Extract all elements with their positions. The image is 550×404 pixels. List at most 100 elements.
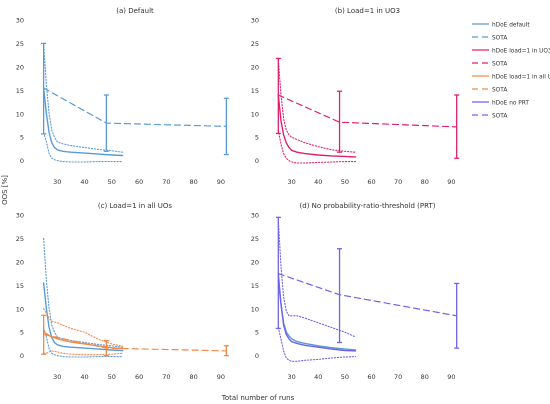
series-line-default-mean [42,282,124,352]
legend-entry: hDoE load=1 in all UOs [472,74,550,80]
y-tick-label: 30 [251,17,259,25]
y-tick-label: 20 [16,258,24,266]
y-tick-label: 30 [16,17,24,25]
y-tick-label: 20 [16,63,24,71]
legend-label: SOTA [492,35,507,41]
x-tick-label: 90 [217,178,225,186]
chart-panel-3: (d) No probability-ratio-threshold (PRT)… [251,202,460,381]
error-bar [337,248,343,344]
x-tick-label: 40 [314,178,322,186]
legend-label: hDoE no PRT [492,100,529,106]
y-tick-label: 25 [16,235,24,243]
error-bar [275,57,281,135]
legend-label: hDoE load=1 in UO3 [492,48,550,54]
x-tick-label: 60 [135,178,143,186]
x-tick-label: 90 [447,178,455,186]
x-tick-label: 70 [394,373,402,381]
x-axis-label: Total number of runs [221,394,295,402]
legend-entry: hDoE default [472,22,530,28]
series-line-hdoe-lower [43,131,124,163]
x-tick-label: 70 [394,178,402,186]
error-bar [454,94,460,159]
x-tick-label: 50 [108,373,116,381]
y-tick-label: 5 [255,134,259,142]
x-tick-label: 30 [287,373,295,381]
y-tick-label: 15 [251,87,259,95]
series-line-sota [277,94,458,128]
y-tick-label: 5 [20,329,24,337]
y-tick-label: 0 [255,352,259,360]
x-tick-label: 30 [53,178,61,186]
error-bar [337,90,343,153]
x-tick-label: 60 [367,373,375,381]
y-tick-label: 15 [16,87,24,95]
panel-title: (b) Load=1 in UO3 [335,7,400,15]
y-tick-label: 25 [251,40,259,48]
series-line-hdoe-lower [43,350,124,356]
legend-entry: SOTA [472,35,507,41]
y-tick-label: 20 [251,258,259,266]
series-line-hdoe-mean [277,272,357,352]
x-tick-label: 40 [80,373,88,381]
x-tick-label: 40 [314,373,322,381]
series-line-hdoe-upper [277,219,357,338]
error-bar [103,339,109,357]
legend-label: hDoE default [492,22,530,28]
x-tick-label: 40 [80,178,88,186]
y-tick-label: 5 [255,329,259,337]
series-line-hdoe-upper [277,59,357,153]
legend-label: SOTA [492,113,507,119]
x-tick-label: 70 [162,373,170,381]
error-bar [275,216,281,330]
x-tick-label: 60 [135,373,143,381]
x-tick-label: 70 [162,178,170,186]
x-tick-label: 50 [341,373,349,381]
x-tick-label: 80 [421,373,429,381]
x-tick-label: 80 [421,178,429,186]
y-tick-label: 15 [251,282,259,290]
series-line-hdoe-mean [42,87,124,157]
panel-title: (a) Default [116,7,154,15]
legend-entry: hDoE load=1 in UO3 [472,48,550,54]
series-line-default-upper [43,237,124,348]
error-bar [223,345,229,357]
series-line-hdoe-mean [277,94,357,158]
legend-entry: SOTA [472,87,507,93]
y-tick-label: 10 [251,110,259,118]
y-tick-label: 10 [16,305,24,313]
legend-label: SOTA [492,87,507,93]
y-axis-label: OOS [%] [1,175,9,205]
x-tick-label: 30 [53,373,61,381]
series-line-hdoe-mean [42,331,124,350]
chart-panel-0: (a) Default 0 5 10 15 20 25 30 30 40 50 60 70 80 90 [16,7,229,186]
series-line-hdoe-upper [43,42,124,153]
legend-label: hDoE load=1 in all UOs [492,74,550,80]
x-tick-label: 90 [447,373,455,381]
x-tick-label: 60 [367,178,375,186]
y-tick-label: 10 [16,110,24,118]
x-tick-label: 50 [108,178,116,186]
y-tick-label: 0 [20,157,24,165]
x-tick-label: 30 [287,178,295,186]
legend-label: SOTA [492,61,507,67]
y-tick-label: 0 [255,157,259,165]
x-tick-label: 80 [189,178,197,186]
y-tick-label: 5 [20,134,24,142]
y-tick-label: 20 [251,63,259,71]
series-line-hdoe-lower [277,129,357,164]
y-tick-label: 15 [16,282,24,290]
y-tick-label: 25 [16,40,24,48]
legend-entry: SOTA [472,61,507,67]
series-line-default-lower [43,326,124,358]
series-line-hdoe-lower [277,326,357,362]
error-bar [103,94,109,152]
error-bar [454,282,460,349]
error-bar [41,314,47,355]
panel-title: (d) No probability-ratio-threshold (PRT) [300,202,436,210]
y-tick-label: 0 [20,352,24,360]
error-bar [223,97,229,156]
legend-entry: hDoE no PRT [472,100,529,106]
y-tick-label: 30 [251,212,259,220]
